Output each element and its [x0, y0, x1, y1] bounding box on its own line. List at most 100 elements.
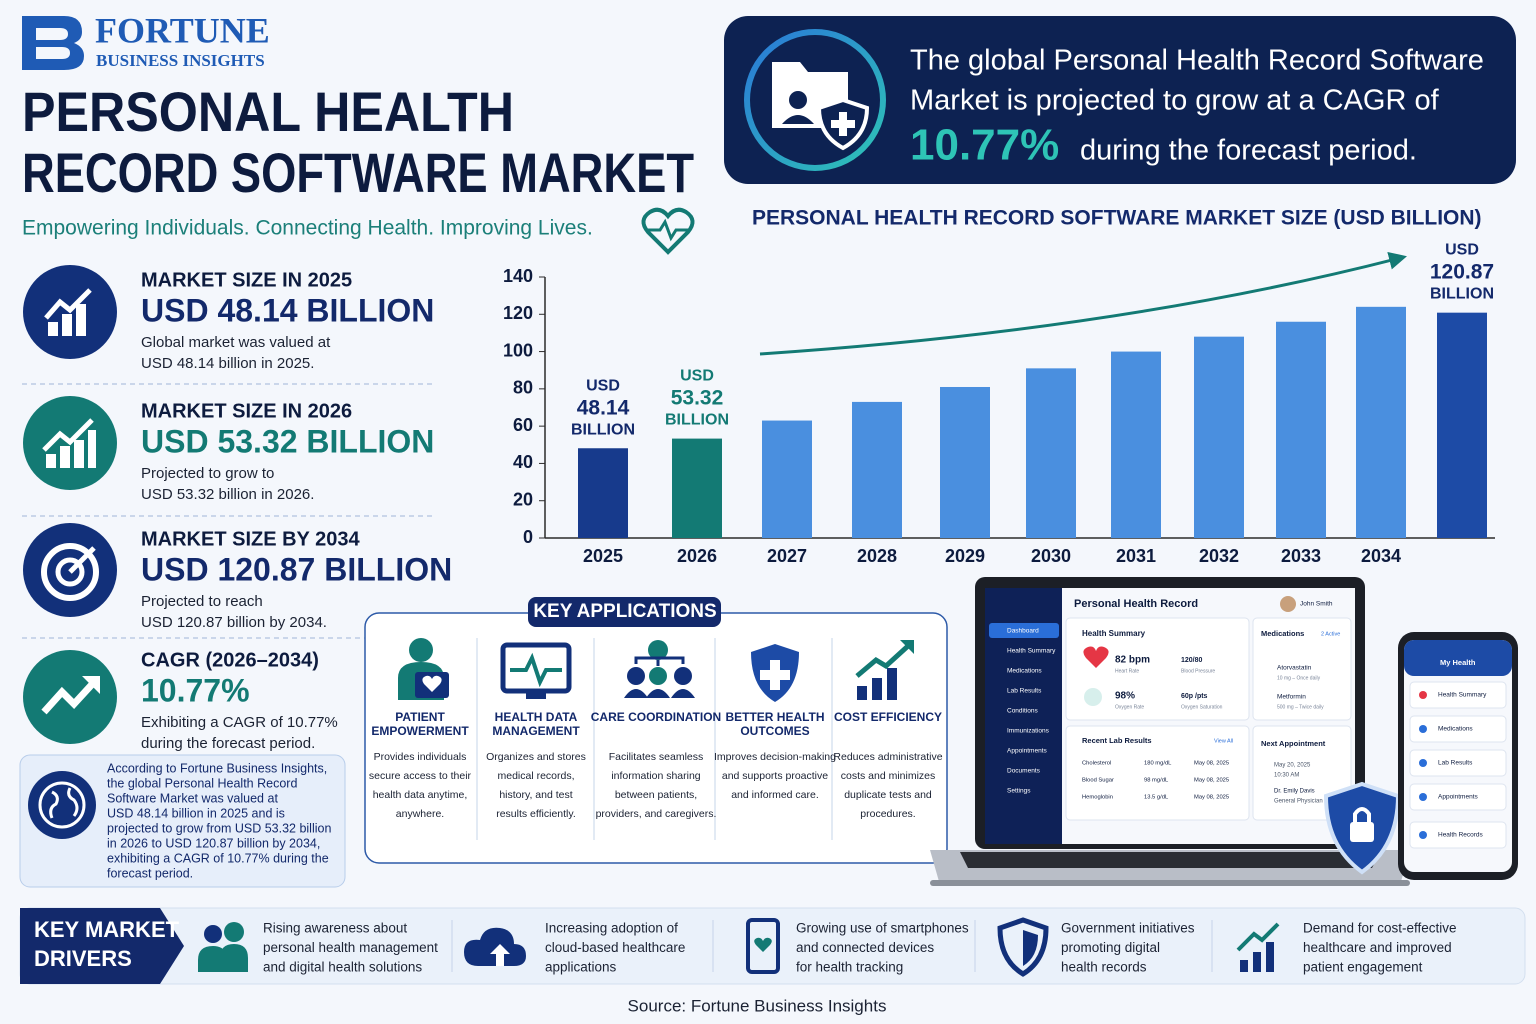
- banner: [724, 16, 1516, 184]
- banner-highlight: 10.77%: [910, 121, 1059, 170]
- lab-cell: 98 mg/dL: [1144, 778, 1169, 784]
- stat-value: 10.77%: [141, 672, 250, 708]
- y-tick-label: 40: [513, 452, 533, 472]
- stat-value: USD 48.14 BILLION: [141, 292, 434, 328]
- nav-item: Dashboard: [1007, 628, 1039, 635]
- drivers-title-tag: [20, 908, 184, 984]
- nav-item: Documents: [1007, 768, 1041, 775]
- x-tick-label: 2027: [767, 546, 807, 566]
- application-desc: Reduces administrative: [833, 751, 942, 763]
- driver-dividers: [451, 920, 1213, 972]
- appt-text: General Physician: [1274, 799, 1323, 805]
- summary-text: in 2026 to USD 120.87 billion by 2034,: [107, 836, 320, 850]
- brand-sub: BUSINESS INSIGHTS: [96, 51, 265, 70]
- bar: [1194, 336, 1244, 538]
- summary-text: USD 48.14 billion in 2025 and is: [107, 806, 285, 820]
- phone-menu-item: Lab Results: [1438, 760, 1473, 767]
- application-desc: secure access to their: [369, 770, 472, 782]
- driver-icons: [198, 917, 1280, 977]
- driver-text: Government initiatives: [1061, 921, 1195, 936]
- app-title: Personal Health Record: [1074, 598, 1198, 610]
- stat-label: CAGR (2026–2034): [141, 649, 319, 671]
- application-name: EMPOWERMENT: [371, 724, 469, 738]
- stat-label: MARKET SIZE BY 2034: [141, 528, 360, 550]
- data-label: USD 120.87 BILLION: [1430, 242, 1494, 303]
- phone-menu-item: Appointments: [1438, 794, 1478, 801]
- y-tick-label: 80: [513, 378, 533, 398]
- panel-title: Next Appointment: [1261, 739, 1326, 748]
- stat-icons: [23, 265, 117, 744]
- application-desc: between patients,: [615, 789, 697, 801]
- application-desc: procedures.: [860, 808, 915, 820]
- appt-text: Dr. Emily Davis: [1274, 789, 1315, 795]
- summary-text: According to Fortune Business Insights,: [107, 761, 327, 775]
- stat-value: USD 53.32 BILLION: [141, 423, 434, 459]
- application-desc: duplicate tests and: [844, 789, 932, 801]
- stat-desc: USD 120.87 billion by 2034.: [141, 614, 327, 631]
- application-desc: medical records,: [497, 770, 574, 782]
- driver-text: promoting digital: [1061, 940, 1160, 955]
- driver-text: and digital health solutions: [263, 960, 422, 975]
- driver-text: for health tracking: [796, 960, 903, 975]
- driver-text: Demand for cost-effective: [1303, 921, 1457, 936]
- bar: [1356, 306, 1406, 538]
- stat-value: USD 120.87 BILLION: [141, 551, 452, 587]
- application-desc: providers, and caregivers.: [596, 808, 717, 820]
- application-name: CARE COORDINATION: [591, 710, 721, 724]
- chart-title: PERSONAL HEALTH RECORD SOFTWARE MARKET S…: [752, 207, 1482, 230]
- application-icons: [398, 638, 914, 702]
- phone-menu-item: Health Records: [1438, 832, 1484, 839]
- stat-desc: during the forecast period.: [141, 735, 315, 752]
- application-desc: costs and minimizes: [841, 770, 936, 782]
- nav-item: Conditions: [1007, 708, 1038, 715]
- application-name: OUTCOMES: [740, 724, 809, 738]
- nav-item: Medications: [1007, 668, 1042, 675]
- vital-label: Heart Rate: [1115, 668, 1139, 674]
- vital-value: 98%: [1115, 691, 1135, 702]
- bar: [940, 386, 990, 538]
- phone-menu-item: Medications: [1438, 726, 1473, 733]
- bar: [852, 401, 902, 538]
- lab-cell: May 08, 2025: [1194, 778, 1229, 784]
- summary-text: exhibiting a CAGR of 10.77% during the: [107, 851, 329, 865]
- stat-label: MARKET SIZE IN 2026: [141, 400, 352, 422]
- application-name: BETTER HEALTH: [725, 710, 824, 724]
- application-desc: and supports proactive: [722, 770, 828, 782]
- vital-value: 120/80: [1181, 657, 1203, 664]
- application-dividers: [476, 638, 833, 840]
- shield-lock: [1323, 781, 1401, 875]
- stat-desc: Exhibiting a CAGR of 10.77%: [141, 714, 338, 731]
- lab-cell: Cholesterol: [1082, 761, 1111, 767]
- driver-text: and connected devices: [796, 940, 934, 955]
- application-desc: anywhere.: [396, 808, 444, 820]
- trend-arrow: [759, 251, 1407, 356]
- drivers-title: DRIVERS: [34, 946, 132, 971]
- lab-cell: May 08, 2025: [1194, 795, 1229, 801]
- data-label: USD 53.32 BILLION: [665, 368, 729, 429]
- banner-icon: [744, 29, 886, 171]
- stat-desc: USD 53.32 billion in 2026.: [141, 486, 314, 503]
- bar: [762, 420, 812, 538]
- y-tick-label: 140: [503, 266, 533, 286]
- nav-item: Settings: [1007, 788, 1031, 795]
- page-title: PERSONAL HEALTH: [22, 80, 514, 143]
- applications-title-pill: [528, 597, 721, 627]
- nav-item: Immunizations: [1007, 728, 1050, 735]
- application-desc: Improves decision-making: [714, 751, 836, 763]
- panel-title: Recent Lab Results: [1082, 736, 1152, 745]
- source: Source: Fortune Business Insights: [628, 996, 887, 1015]
- application-desc: Organizes and stores: [486, 751, 586, 763]
- summary-text: projected to grow from USD 53.32 billion: [107, 821, 331, 835]
- vital-label: Blood Pressure: [1181, 668, 1215, 674]
- driver-text: health records: [1061, 960, 1147, 975]
- application-desc: and informed care.: [731, 789, 819, 801]
- y-tick-label: 60: [513, 415, 533, 435]
- bar: [1111, 351, 1161, 538]
- brand: FORTUNE: [95, 10, 270, 50]
- application-desc: history, and test: [499, 789, 572, 801]
- phone-menu-item: Health Summary: [1438, 692, 1487, 699]
- app-user: John Smith: [1300, 601, 1333, 608]
- stat-desc: Global market was valued at: [141, 334, 331, 351]
- lab-cell: 180 mg/dL: [1144, 761, 1172, 767]
